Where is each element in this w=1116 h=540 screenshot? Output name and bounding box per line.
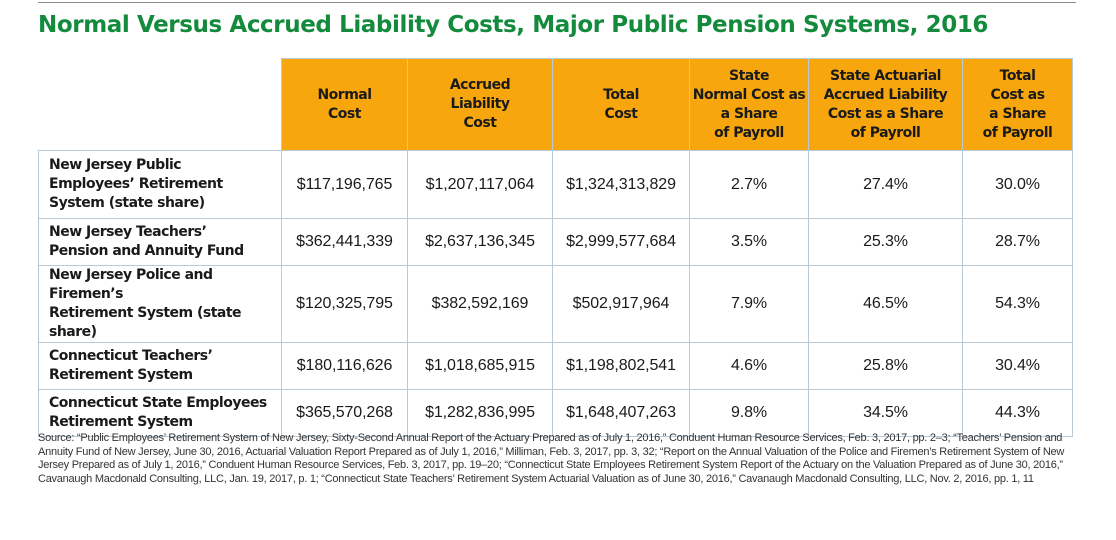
cell-total-cost: $502,917,964: [552, 265, 690, 343]
cell-state-normal-cost-share: 3.5%: [689, 218, 809, 266]
cell-total-cost: $1,198,802,541: [552, 342, 690, 390]
cell-total-cost: $2,999,577,684: [552, 218, 690, 266]
cell-normal-cost: $362,441,339: [281, 218, 408, 266]
table-row: New Jersey Teachers’ Pension and Annuity …: [38, 218, 1073, 266]
cell-accrued-liability-cost: $2,637,136,345: [407, 218, 553, 266]
page-title: Normal Versus Accrued Liability Costs, M…: [38, 12, 989, 38]
cell-state-normal-cost-share: 4.6%: [689, 342, 809, 390]
cell-total-cost-share: 54.3%: [962, 265, 1073, 343]
source-note: Source: “Public Employees’ Retirement Sy…: [38, 432, 1065, 485]
cell-state-accrued-liability-share: 27.4%: [808, 150, 963, 219]
col-header-total-cost: Total Cost: [552, 58, 690, 151]
cell-state-normal-cost-share: 9.8%: [689, 389, 809, 437]
cell-accrued-liability-cost: $382,592,169: [407, 265, 553, 343]
cell-state-normal-cost-share: 2.7%: [689, 150, 809, 219]
cell-normal-cost: $365,570,268: [281, 389, 408, 437]
cell-accrued-liability-cost: $1,018,685,915: [407, 342, 553, 390]
cell-accrued-liability-cost: $1,282,836,995: [407, 389, 553, 437]
cell-state-accrued-liability-share: 34.5%: [808, 389, 963, 437]
header-row: Normal Cost Accrued Liability Cost Total Cos…: [38, 58, 1073, 151]
table-row: Connecticut Teachers’ Retirement System $…: [38, 342, 1073, 390]
cell-state-accrued-liability-share: 25.8%: [808, 342, 963, 390]
col-header-total-cost-share: Total Cost as a Share of Payroll: [962, 58, 1073, 151]
row-label: Connecticut Teachers’ Retirement System: [38, 342, 282, 390]
row-label: New Jersey Police and Firemen’s Retiremen…: [38, 265, 282, 343]
cell-total-cost-share: 28.7%: [962, 218, 1073, 266]
corner-cell: [38, 58, 282, 151]
top-divider: [38, 2, 1076, 3]
cell-state-accrued-liability-share: 46.5%: [808, 265, 963, 343]
row-label: New Jersey Public Employees’ Retirement Sy…: [38, 150, 282, 219]
table-row: New Jersey Public Employees’ Retirement Sy…: [38, 150, 1073, 219]
cell-normal-cost: $120,325,795: [281, 265, 408, 343]
cell-normal-cost: $117,196,765: [281, 150, 408, 219]
cell-total-cost-share: 30.0%: [962, 150, 1073, 219]
col-header-normal-cost: Normal Cost: [281, 58, 408, 151]
cell-total-cost: $1,324,313,829: [552, 150, 690, 219]
cell-total-cost-share: 30.4%: [962, 342, 1073, 390]
table-row: New Jersey Police and Firemen’s Retiremen…: [38, 265, 1073, 343]
col-header-accrued-liability-cost: Accrued Liability Cost: [407, 58, 553, 151]
pension-cost-table: Normal Cost Accrued Liability Cost Total Cos…: [38, 58, 1073, 437]
row-label: Connecticut State Employees Retirement Sy…: [38, 389, 282, 437]
cell-normal-cost: $180,116,626: [281, 342, 408, 390]
cell-total-cost-share: 44.3%: [962, 389, 1073, 437]
col-header-state-accrued-liability-share: State Actuarial Accrued Liability Cost as …: [808, 58, 963, 151]
row-label: New Jersey Teachers’ Pension and Annuity …: [38, 218, 282, 266]
cell-accrued-liability-cost: $1,207,117,064: [407, 150, 553, 219]
cell-total-cost: $1,648,407,263: [552, 389, 690, 437]
table-row: Connecticut State Employees Retirement Sy…: [38, 389, 1073, 437]
cell-state-normal-cost-share: 7.9%: [689, 265, 809, 343]
cell-state-accrued-liability-share: 25.3%: [808, 218, 963, 266]
col-header-state-normal-cost-share: State Normal Cost as a Share of Payroll: [689, 58, 809, 151]
